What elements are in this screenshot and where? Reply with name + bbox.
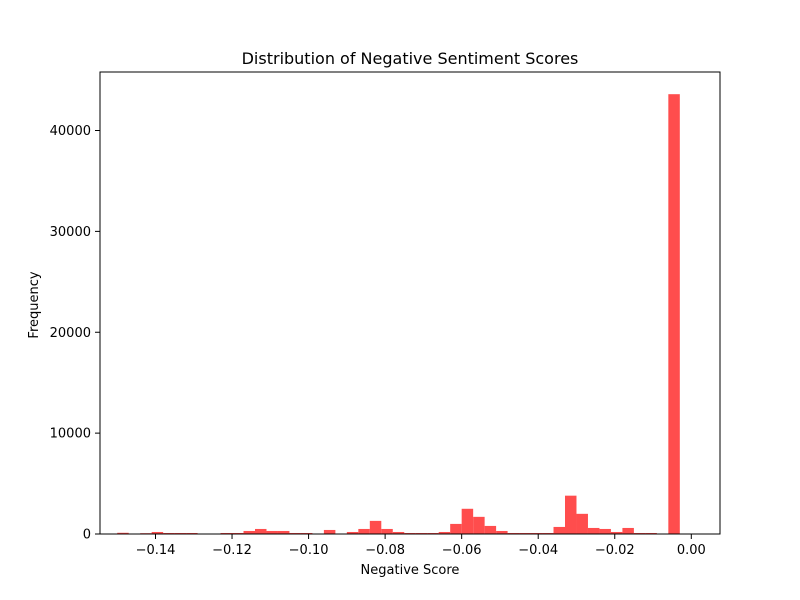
x-tick-label: −0.04 <box>518 543 558 558</box>
histogram-bar <box>461 508 474 534</box>
y-tick-label: 30000 <box>50 225 91 240</box>
x-axis-ticks: −0.14 −0.12 −0.10 −0.08 −0.06 −0.04 −0.02 0.00 <box>136 534 706 558</box>
histogram-bar <box>151 531 164 534</box>
histogram-bar <box>530 532 543 534</box>
histogram-bars <box>117 94 680 534</box>
x-tick-label: −0.12 <box>212 543 252 558</box>
histogram-bar <box>415 532 428 534</box>
histogram-bar <box>610 531 623 534</box>
y-tick-label: 0 <box>83 528 91 543</box>
histogram-bar <box>484 525 497 534</box>
histogram-bar <box>163 532 175 534</box>
x-tick-label: −0.10 <box>289 543 329 558</box>
histogram-bar <box>599 528 611 534</box>
histogram-bar <box>220 532 233 534</box>
histogram-bar <box>519 532 531 534</box>
histogram-bar <box>668 94 680 534</box>
y-tick-label: 40000 <box>50 124 91 139</box>
histogram-bar <box>450 523 462 534</box>
histogram-bar <box>323 529 336 534</box>
x-tick-label: −0.06 <box>442 543 482 558</box>
x-tick-label: −0.02 <box>595 543 635 558</box>
histogram-bar <box>358 528 370 534</box>
x-axis-label: Negative Score <box>361 563 460 578</box>
histogram-bar <box>381 528 393 534</box>
plot-frame <box>99 71 721 535</box>
histogram-bar <box>404 532 416 534</box>
histogram-bar <box>174 532 187 534</box>
x-tick-label: −0.14 <box>136 543 176 558</box>
histogram-bar <box>565 495 577 534</box>
histogram-bar <box>255 528 267 534</box>
histogram-bar <box>473 516 485 534</box>
histogram-bar <box>645 532 657 534</box>
histogram-bar <box>277 530 290 534</box>
y-axis-ticks: 0 10000 20000 30000 40000 <box>50 124 100 543</box>
histogram-bar <box>622 527 634 534</box>
y-tick-label: 20000 <box>50 326 91 341</box>
histogram-bar <box>186 532 198 534</box>
x-tick-label: 0.00 <box>677 543 706 558</box>
histogram-bar <box>243 530 255 534</box>
histogram-bar <box>266 530 278 534</box>
histogram-bar <box>232 532 244 534</box>
histogram-bar <box>542 532 554 534</box>
y-axis-label: Frequency <box>27 271 42 338</box>
histogram-bar <box>553 526 565 534</box>
histogram-bar <box>587 527 600 534</box>
histogram-bar <box>507 532 520 534</box>
histogram-bar <box>289 532 301 534</box>
histogram-bar <box>438 531 451 534</box>
histogram-bar <box>633 532 646 534</box>
histogram-bar <box>346 531 359 534</box>
histogram-bar <box>392 531 405 534</box>
x-tick-label: −0.08 <box>365 543 405 558</box>
histogram-bar <box>117 532 129 534</box>
histogram-bar <box>427 532 439 534</box>
histogram-bar <box>369 520 382 534</box>
histogram-bar <box>496 530 508 534</box>
histogram-bar <box>300 532 313 534</box>
y-tick-label: 10000 <box>50 427 91 442</box>
histogram-bar <box>576 513 588 534</box>
chart-title: Distribution of Negative Sentiment Score… <box>242 49 579 68</box>
